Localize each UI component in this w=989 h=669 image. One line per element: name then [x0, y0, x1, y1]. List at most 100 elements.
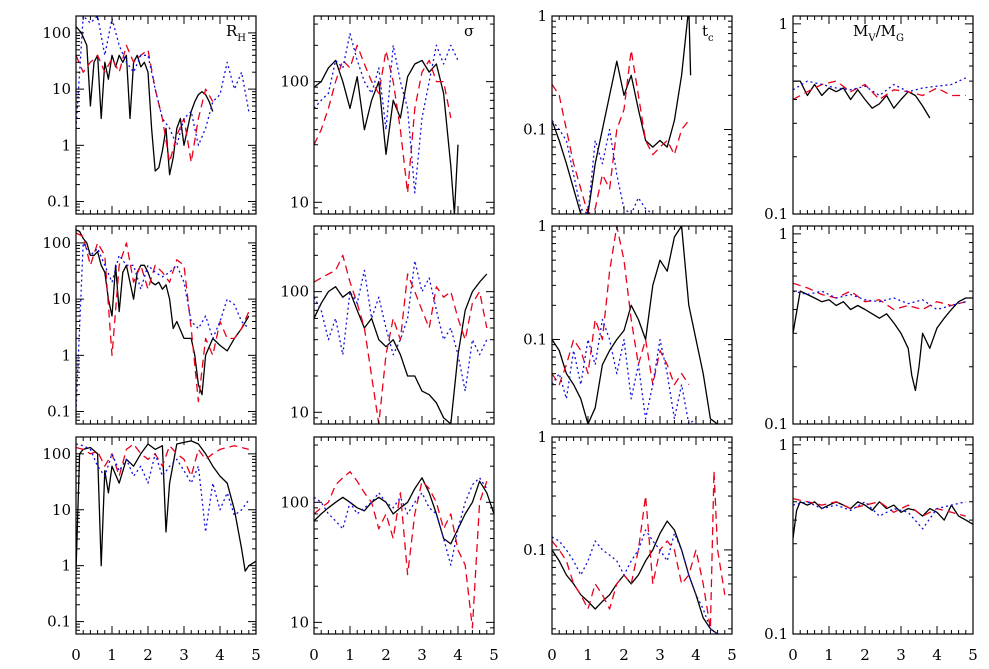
y-tick-label: 100 [42, 24, 71, 42]
series-line-dotted [793, 290, 966, 311]
series-line-dashed [793, 282, 966, 311]
y-tick-label: 10 [290, 403, 309, 421]
y-tick-label: 1 [778, 225, 788, 243]
panel-r1-c0: 100 10 1 0.1 [42, 225, 257, 425]
y-tick-label: 1 [61, 346, 71, 364]
y-tick-label: 10 [52, 80, 71, 98]
panel-r2-c1: 100 100 1 2 3 4 5 [280, 436, 499, 664]
panel-r1-c1: 100 10 [280, 225, 495, 425]
series-group [76, 440, 256, 572]
series-line-dotted [552, 529, 718, 634]
panel-frame [792, 225, 974, 425]
panel-title: MV/MG [853, 22, 904, 44]
panel-frame [313, 436, 495, 635]
panel-r2-c2: 1 0.1 0 1 2 3 4 5 [523, 428, 737, 664]
series-line-dashed [314, 254, 488, 424]
panel-r2-c3: 1 0.10 1 2 3 4 5 [764, 436, 978, 664]
y-tick-label: 10 [290, 613, 309, 631]
series-line-dashed [314, 44, 452, 194]
panel-title: tc [702, 22, 714, 44]
series-line-dotted [76, 443, 250, 533]
x-tick-label: 0 [788, 646, 798, 664]
series-line-solid [793, 290, 973, 392]
y-tick-label: 10 [290, 193, 309, 211]
y-tick-label: 0.1 [523, 120, 547, 138]
x-tick-label: 1 [583, 646, 593, 664]
panel-r1-c3: 10.1 [764, 225, 974, 433]
x-tick-label: 4 [691, 646, 701, 664]
series-line-solid [76, 26, 214, 176]
series-line-dotted [552, 318, 697, 424]
panel-frame [551, 15, 733, 215]
x-tick-label: 1 [107, 646, 117, 664]
y-tick-label: 0.1 [764, 415, 788, 433]
panel-r2-c0: 100 10 1 0.10 1 2 3 4 5 [42, 436, 261, 664]
y-tick-label: 10 [52, 290, 71, 308]
series-line-solid [552, 226, 718, 424]
series-line-dotted [793, 501, 966, 530]
y-tick-label: 1 [61, 557, 71, 575]
panel-title: σ [464, 22, 474, 40]
series-group [314, 32, 459, 214]
panel-frame [551, 436, 733, 635]
y-tick-label: 100 [42, 234, 71, 252]
y-tick-label: 100 [42, 445, 71, 463]
y-tick-label: 1 [537, 217, 547, 235]
y-tick-label: 0.1 [523, 541, 547, 559]
y-tick-label: 1 [778, 15, 788, 33]
panel-frame [313, 225, 495, 425]
y-tick-label: 1 [537, 7, 547, 25]
y-tick-label: 1 [61, 136, 71, 154]
x-tick-label: 4 [453, 646, 463, 664]
series-group [76, 229, 250, 412]
series-group [314, 471, 494, 629]
y-tick-label: 10 [52, 501, 71, 519]
series-group [793, 282, 973, 392]
x-tick-label: 5 [727, 646, 737, 664]
x-tick-label: 5 [251, 646, 261, 664]
series-line-dashed [552, 226, 690, 386]
series-line-dashed [552, 49, 690, 214]
panel-frame [75, 225, 257, 425]
series-group [793, 77, 967, 119]
x-tick-label: 4 [215, 646, 225, 664]
x-tick-label: 2 [143, 646, 153, 664]
series-line-solid [793, 80, 931, 119]
x-tick-label: 0 [309, 646, 319, 664]
x-tick-label: 2 [860, 646, 870, 664]
series-line-solid [314, 273, 488, 424]
series-group [76, 16, 250, 176]
y-tick-label: 0.1 [47, 403, 71, 421]
x-tick-label: 0 [71, 646, 81, 664]
y-tick-label: 100 [280, 283, 309, 301]
panel-title: RH [226, 22, 246, 44]
series-group [552, 470, 726, 634]
panel-frame [792, 436, 974, 635]
series-line-solid [793, 501, 973, 539]
series-line-solid [552, 16, 692, 214]
series-line-dashed [76, 443, 249, 477]
panel-frame [75, 436, 257, 635]
panel-r0-c1: 100 10 σ [280, 15, 495, 215]
series-group [793, 497, 973, 539]
panel-frame [792, 15, 974, 215]
x-tick-label: 3 [655, 646, 665, 664]
x-tick-label: 3 [417, 646, 427, 664]
series-line-dotted [314, 260, 488, 392]
panel-r0-c0: 100 10 1 0.1 RH [42, 15, 257, 215]
series-line-solid [76, 440, 256, 572]
y-tick-label: 1 [537, 428, 547, 446]
x-tick-label: 1 [345, 646, 355, 664]
panel-frame [551, 225, 733, 425]
y-tick-label: 100 [280, 73, 309, 91]
x-tick-label: 3 [896, 646, 906, 664]
x-tick-label: 2 [619, 646, 629, 664]
panel-r0-c3: 1 0.1 MV/MG [764, 15, 974, 223]
x-tick-label: 2 [381, 646, 391, 664]
series-line-dotted [314, 32, 459, 194]
series-line-dashed [76, 44, 214, 163]
y-tick-label: 1 [778, 436, 788, 454]
x-tick-label: 0 [547, 646, 557, 664]
y-tick-label: 0.1 [764, 205, 788, 223]
